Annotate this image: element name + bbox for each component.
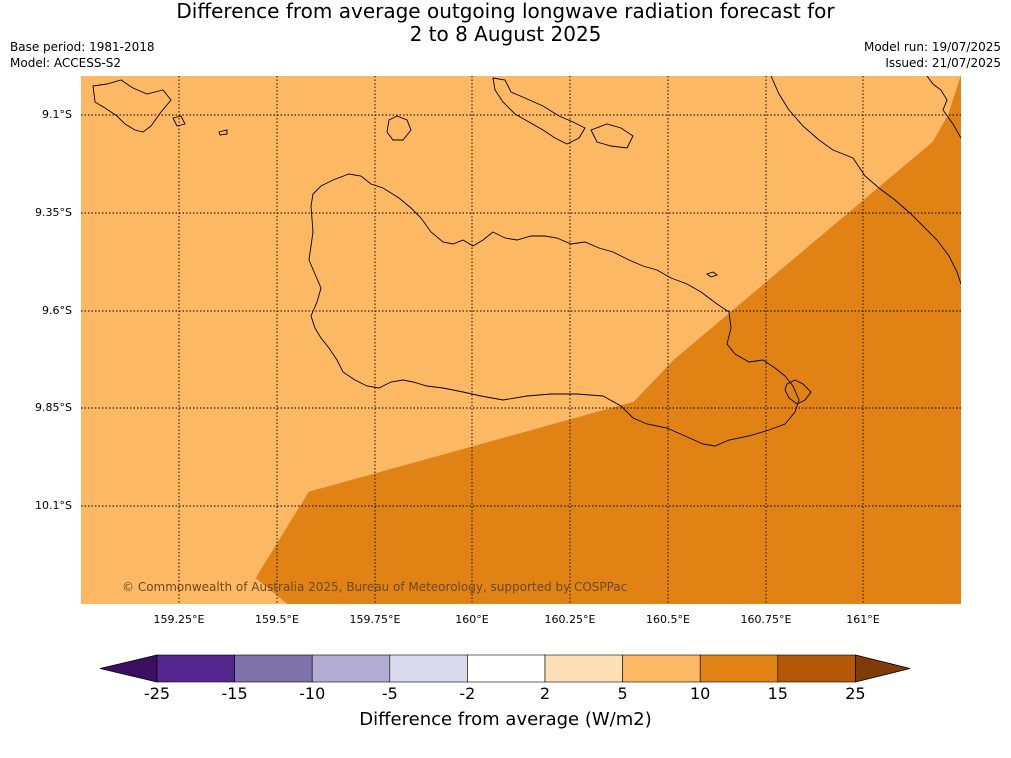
- lat-label-9-6: 9.6°S: [42, 304, 72, 317]
- model-run: Model run: 19/07/2025: [863, 40, 1001, 54]
- colorbar-segment: [311, 654, 391, 683]
- lon-label-160-25: 160.25°E: [544, 613, 596, 626]
- lon-label-159-5: 159.5°E: [255, 613, 299, 626]
- colorbar-tick-label: 15: [767, 684, 788, 703]
- colorbar-tick-label: -15: [221, 684, 248, 703]
- graticule: [81, 76, 961, 604]
- map-title: Difference from average outgoing longwav…: [0, 0, 1011, 46]
- colorbar-tick-label: 10: [690, 684, 711, 703]
- meta-right: Model run: 19/07/2025 Issued: 21/07/2025: [864, 39, 1001, 71]
- island-main: [308, 173, 800, 447]
- coastlines: [92, 76, 961, 447]
- colorbar: [100, 654, 911, 683]
- lon-label-160-5: 160.5°E: [646, 613, 690, 626]
- islets-north-2: [590, 123, 634, 149]
- islet-center: [706, 271, 718, 278]
- lat-label-9-1: 9.1°S: [42, 108, 72, 121]
- colorbar-tick-label: -5: [381, 684, 398, 703]
- colorbar-segment: [544, 654, 623, 683]
- colorbar-segment: [389, 654, 468, 683]
- copyright-notice: © Commonwealth of Australia 2025, Bureau…: [122, 580, 628, 594]
- lat-label-9-35: 9.35°S: [35, 206, 72, 219]
- colorbar-tick-label: -2: [459, 684, 476, 703]
- lat-label-10-1: 10.1°S: [35, 499, 72, 512]
- lon-label-159-25: 159.25°E: [153, 613, 205, 626]
- colorbar-segment: [699, 654, 779, 683]
- title-line-1: Difference from average outgoing longwav…: [176, 0, 835, 23]
- islet-nw-small: [218, 129, 228, 136]
- colorbar-segment: [234, 654, 313, 683]
- islands-northwest: [92, 79, 172, 133]
- title-line-2: 2 to 8 August 2025: [409, 22, 602, 46]
- colorbar-segment: [622, 654, 701, 683]
- lat-label-9-85: 9.85°S: [35, 401, 72, 414]
- colorbar-tick-label: 5: [617, 684, 628, 703]
- islands-north: [492, 77, 586, 145]
- coast-northeast: [770, 76, 961, 285]
- lon-label-161: 161°E: [846, 613, 880, 626]
- colorbar-arrow-high: [855, 654, 911, 683]
- lon-label-160: 160°E: [455, 613, 489, 626]
- model-name: Model: ACCESS-S2: [10, 56, 122, 70]
- coast-far-east: [926, 76, 961, 139]
- colorbar-tick-label: 25: [845, 684, 866, 703]
- colorbar-tick-label: 2: [539, 684, 551, 703]
- meta-left: Base period: 1981-2018 Model: ACCESS-S2: [10, 39, 155, 71]
- issued-date: Issued: 21/07/2025: [885, 56, 1001, 70]
- colorbar-tick-label: -25: [143, 684, 171, 703]
- colorbar-arrow-low: [100, 654, 158, 683]
- colorbar-label: Difference from average (W/m2): [359, 709, 652, 730]
- base-period: Base period: 1981-2018: [10, 40, 155, 54]
- map-plot: [81, 76, 961, 604]
- colorbar-segment: [156, 654, 235, 683]
- region-10-15: [255, 76, 961, 604]
- colorbar-segment: [777, 654, 856, 683]
- islet-nw-2: [172, 115, 186, 127]
- colorbar-segment: [467, 654, 546, 683]
- islet-north: [386, 115, 412, 141]
- lon-label-160-75: 160.75°E: [740, 613, 792, 626]
- lon-label-159-75: 159.75°E: [349, 613, 401, 626]
- colorbar-tick-label: -10: [299, 684, 326, 703]
- islets-east: [784, 379, 812, 405]
